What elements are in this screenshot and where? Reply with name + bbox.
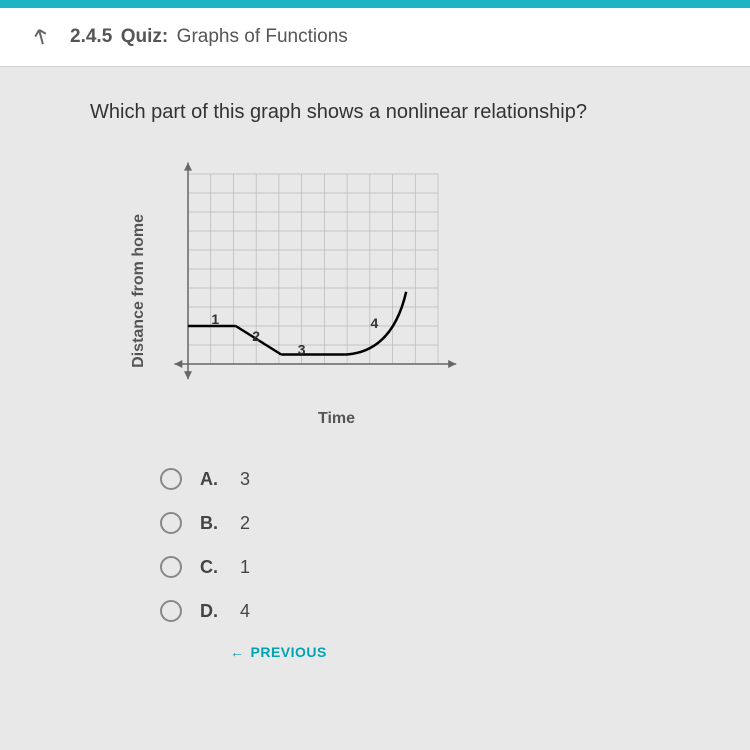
question-content: Which part of this graph shows a nonline… xyxy=(0,67,750,670)
option-value: 3 xyxy=(240,469,250,490)
top-accent-bar xyxy=(0,0,750,8)
x-axis-label: Time xyxy=(318,410,458,428)
option-b[interactable]: B. 2 xyxy=(160,512,660,534)
svg-text:2: 2 xyxy=(252,328,260,344)
previous-button[interactable]: ← PREVIOUS xyxy=(230,644,660,660)
option-value: 2 xyxy=(240,513,250,534)
answer-options: A. 3 B. 2 C. 1 D. 4 xyxy=(160,468,660,622)
radio-icon[interactable] xyxy=(160,468,182,490)
back-arrow-icon[interactable] xyxy=(30,26,52,48)
option-a[interactable]: A. 3 xyxy=(160,468,660,490)
radio-icon[interactable] xyxy=(160,600,182,622)
option-letter: A. xyxy=(200,469,222,490)
y-axis-label: Distance from home xyxy=(130,214,148,368)
option-letter: C. xyxy=(200,557,222,578)
footer-nav: ← PREVIOUS xyxy=(230,644,660,660)
svg-text:3: 3 xyxy=(298,342,306,358)
option-value: 4 xyxy=(240,601,250,622)
svg-text:1: 1 xyxy=(211,311,219,327)
previous-label: PREVIOUS xyxy=(251,644,327,660)
option-c[interactable]: C. 1 xyxy=(160,556,660,578)
chart-wrapper: Distance from home 1 2 3 4 Time xyxy=(130,154,660,428)
option-letter: D. xyxy=(200,601,222,622)
function-graph: 1 2 3 4 xyxy=(158,154,458,404)
svg-text:4: 4 xyxy=(370,315,378,331)
option-letter: B. xyxy=(200,513,222,534)
option-value: 1 xyxy=(240,557,250,578)
chart-column: 1 2 3 4 Time xyxy=(158,154,458,428)
radio-icon[interactable] xyxy=(160,512,182,534)
question-text: Which part of this graph shows a nonline… xyxy=(90,101,660,124)
arrow-left-icon: ← xyxy=(230,644,245,660)
quiz-number: 2.4.5 Quiz: Graphs of Functions xyxy=(70,26,348,48)
quiz-header: 2.4.5 Quiz: Graphs of Functions xyxy=(0,8,750,67)
option-d[interactable]: D. 4 xyxy=(160,600,660,622)
radio-icon[interactable] xyxy=(160,556,182,578)
